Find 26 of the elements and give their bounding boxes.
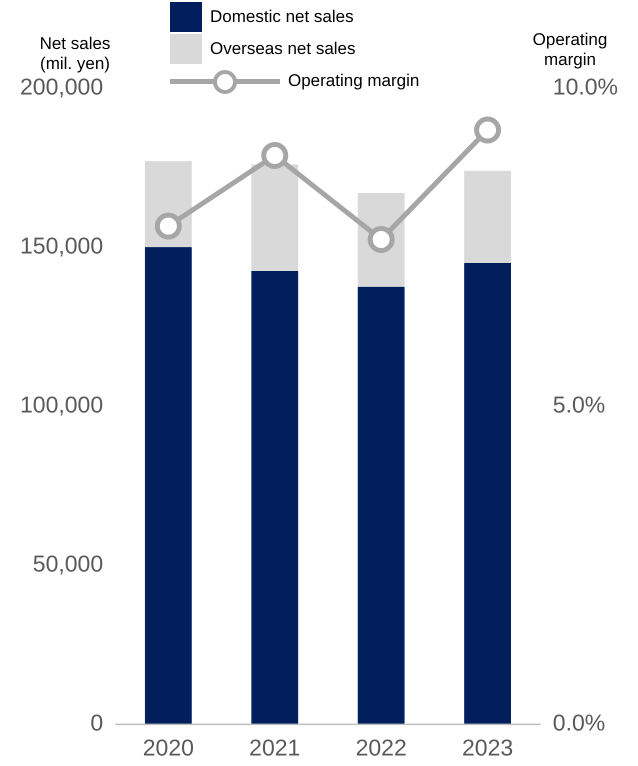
y-tick-label: 100,000	[20, 392, 104, 418]
y2-tick-label: 0.0%	[552, 710, 606, 736]
point	[261, 142, 288, 169]
bar	[358, 286, 405, 724]
point	[474, 116, 502, 144]
y2-axis-title: Operating margin	[532, 30, 608, 70]
y-tick-label: 200,000	[20, 73, 104, 100]
y2-tick-label: 5.0%	[552, 392, 606, 418]
y-tick-label: 150,000	[20, 232, 104, 258]
legend-label: Operating margin	[288, 71, 420, 91]
bar	[251, 270, 298, 724]
x-tick-label: 2023	[462, 734, 514, 761]
point	[154, 212, 182, 240]
legend-label: Domestic net sales	[210, 7, 354, 27]
bar	[144, 247, 192, 724]
y-axis-title: Net sales (mil. yen)	[38, 34, 112, 74]
y-tick-label: 50,000	[32, 550, 104, 577]
bar	[464, 263, 511, 724]
x-tick-label: 2020	[142, 734, 194, 761]
legend-label: Overseas net sales	[210, 39, 356, 59]
x-tick-label: 2021	[249, 734, 300, 761]
bar	[464, 170, 511, 264]
bar	[251, 164, 298, 271]
x-tick-label: 2022	[356, 734, 407, 761]
y2-tick-label: 10.0%	[552, 73, 618, 100]
y-tick-label: 0	[90, 710, 104, 736]
